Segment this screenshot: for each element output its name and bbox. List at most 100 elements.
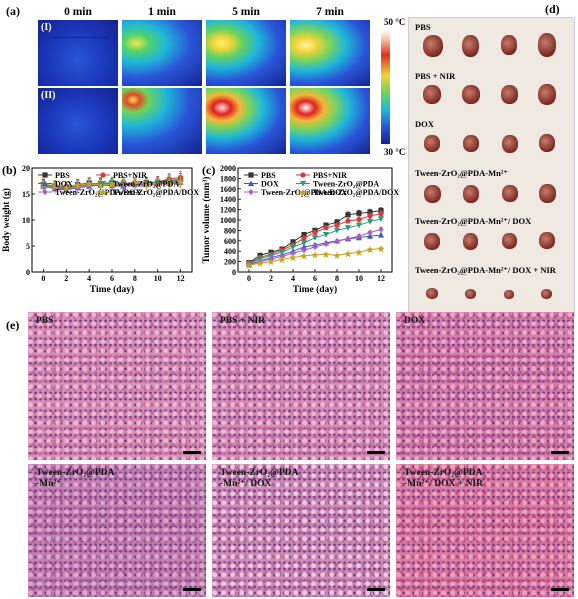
legend-marker <box>100 172 106 178</box>
data-point <box>62 183 70 191</box>
tumor-specimen <box>502 233 517 249</box>
x-tick-label: 8 <box>133 274 137 283</box>
data-point <box>131 179 139 187</box>
legend-entry: Tween-ZrO₂@PDA/DOX+NIR <box>113 188 200 197</box>
tumor-specimen <box>424 185 441 203</box>
data-point <box>366 233 374 239</box>
x-tick-label: 6 <box>313 274 317 283</box>
x-axis-label: Time (day) <box>293 284 337 295</box>
data-point <box>154 180 162 188</box>
data-point <box>300 243 308 250</box>
histology-image: Tween-ZrO₂@PDA -Mn²⁺/ DOX <box>212 464 390 597</box>
scale-bar <box>551 451 569 454</box>
data-point <box>312 243 318 251</box>
tumor-photo-plate: PBS PBS + NIR DOX Tween-ZrO₂@PDA-Mn²⁺ Tw… <box>408 17 575 315</box>
tumor-specimen <box>426 288 438 299</box>
histology-image: PBS <box>28 312 206 460</box>
data-point <box>142 180 150 188</box>
data-point <box>377 216 385 223</box>
scale-bar <box>367 451 385 454</box>
tumor-specimen <box>463 233 478 250</box>
time-label-0: 0 min <box>64 6 92 18</box>
data-point <box>278 255 286 264</box>
data-point <box>367 209 373 215</box>
x-tick-label: 12 <box>177 274 185 283</box>
panel-a-label: (a) <box>6 4 20 18</box>
legend-marker <box>248 172 254 178</box>
time-label-2: 5 min <box>232 6 260 18</box>
x-tick-label: 10 <box>154 274 162 283</box>
data-point <box>356 216 362 223</box>
x-tick-label: 4 <box>87 274 91 283</box>
data-point <box>334 238 340 245</box>
x-tick-label: 10 <box>355 274 363 283</box>
data-point <box>176 177 185 186</box>
y-tick-label: 1800 <box>220 174 236 183</box>
data-point <box>378 226 384 233</box>
colorbar-max-label: 50 °C <box>384 17 406 27</box>
data-point <box>334 222 340 228</box>
group-label-zro2-pda-mn: Tween-ZrO₂@PDA-Mn²⁺ <box>415 168 508 178</box>
tumor-specimen <box>423 35 443 57</box>
series-5 <box>245 245 385 269</box>
data-point <box>355 222 363 229</box>
legend-marker <box>42 172 48 178</box>
tumor-volume-chart: (c)0200400600800100012001400160018002000… <box>201 163 400 295</box>
histology-label: Tween-ZrO₂@PDA -Mn²⁺/ DOX <box>220 468 299 489</box>
data-point <box>323 225 329 231</box>
data-point <box>165 178 173 186</box>
data-point <box>289 244 297 251</box>
tumor-specimen <box>539 232 555 249</box>
group-label-zro2-pda-mn-dox-nir: Tween-ZrO₂@PDA-Mn²⁺/ DOX + NIR <box>415 265 556 275</box>
data-point <box>355 248 363 256</box>
series-3 <box>245 215 385 267</box>
scale-bar <box>551 588 569 591</box>
tumor-specimen <box>538 84 556 105</box>
y-tick-label: 2000 <box>220 164 236 173</box>
tumor-specimen <box>501 85 518 104</box>
group-label-zro2-pda-mn-dox: Tween-ZrO₂@PDA-Mn²⁺/ DOX <box>415 216 532 226</box>
tumor-specimen <box>424 135 440 152</box>
legend-marker <box>42 188 48 196</box>
data-point <box>85 180 93 188</box>
y-tick-label: 1400 <box>220 195 236 204</box>
tumor-specimen <box>502 185 518 202</box>
tumor-specimen <box>462 85 480 104</box>
data-point <box>323 240 329 248</box>
legend-marker <box>99 180 107 187</box>
y-tick-label: 1200 <box>220 206 236 215</box>
y-tick-label: 200 <box>224 258 236 267</box>
time-label-1: 1 min <box>148 6 176 18</box>
legend: PBS PBS+NIR DOX Tween-ZrO₂@PDATween-ZrO₂@PD… <box>244 171 400 197</box>
legend: PBS PBS+NIR DOX Tween-ZrO₂@PDATween-ZrO₂@PD… <box>38 171 200 197</box>
histology-label: PBS <box>36 316 54 326</box>
data-point <box>311 251 319 259</box>
y-tick-label: 1600 <box>220 185 236 194</box>
legend-entry: DOX <box>261 180 279 189</box>
tumor-specimen <box>462 35 479 57</box>
data-point <box>367 229 373 236</box>
data-point <box>289 253 297 262</box>
legend-entry: Tween-ZrO₂@PDA <box>113 180 179 189</box>
legend-entry: PBS+NIR <box>313 171 347 180</box>
histology-label: PBS + NIR <box>220 316 266 326</box>
histology-image: Tween-ZrO₂@PDA -Mn²⁺ <box>28 464 206 597</box>
histology-label: DOX <box>404 316 426 326</box>
data-point <box>334 219 340 225</box>
y-tick-label: 400 <box>224 247 236 256</box>
data-point <box>300 240 308 246</box>
data-point <box>96 181 105 189</box>
thermal-image: (I) <box>38 20 118 86</box>
data-point <box>245 261 253 269</box>
scale-bar <box>367 588 385 591</box>
legend-entry: PBS <box>55 171 70 180</box>
data-point <box>278 249 286 256</box>
data-point <box>377 245 385 253</box>
data-point <box>378 211 384 217</box>
legend-marker <box>248 188 254 196</box>
x-tick-label: 6 <box>110 274 114 283</box>
data-point <box>377 231 385 238</box>
data-point <box>301 247 307 254</box>
group-label-dox: DOX <box>415 119 434 129</box>
tumor-specimen <box>538 33 556 57</box>
